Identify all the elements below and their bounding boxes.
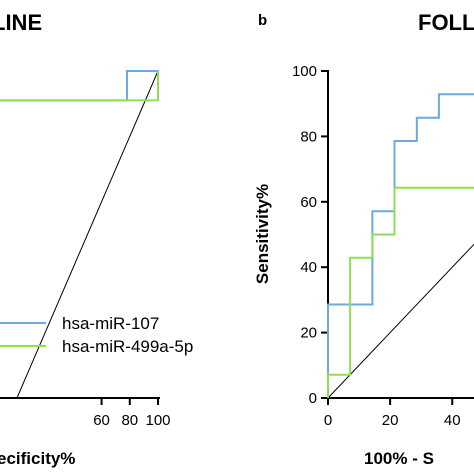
panel-right-x-tick-label-20: 20 [382, 412, 399, 429]
panel-right-x-label: 100% - S [364, 449, 434, 468]
panel-right-y-tick-label-20: 20 [300, 325, 317, 342]
panel-right-y-label: Sensitivity% [253, 184, 272, 284]
panel-right-x-tick-label-40: 40 [444, 412, 461, 429]
panel-left-x-label: ecificity% [0, 449, 75, 468]
panel-right-series-hsa-mir-107 [327, 93, 474, 398]
panel-right-title: FOLL [418, 10, 474, 35]
panel-right: b FOLL 0 20 40 60 80 100 0 20 40 Sensitivity% 1… [253, 10, 474, 468]
panel-left-reference-diagonal [16, 70, 159, 399]
panel-left-x-ticks: 60 80 100 [93, 398, 171, 429]
panel-right-x-ticks: 0 20 40 [324, 398, 461, 429]
panel-left-x-tick-label-100: 100 [145, 412, 170, 429]
panel-right-y-tick-label-60: 60 [300, 194, 317, 211]
panel-left-series-hsa-mir-499a-5p [0, 71, 159, 102]
panel-right-y-tick-label-80: 80 [300, 128, 317, 145]
panel-b-label: b [258, 12, 267, 29]
panel-left-series [0, 70, 159, 102]
panel-left-series-hsa-mir-107 [0, 70, 159, 102]
panel-right-y-tick-label-100: 100 [292, 63, 317, 80]
panel-right-series [327, 93, 474, 398]
panel-left: LINE 60 80 100 ecificity% hsa-miR-107 hsa-… [0, 10, 193, 468]
panel-right-series-hsa-mir-499a-5p [327, 186, 474, 398]
panel-left-title: LINE [0, 10, 42, 35]
panel-right-y-tick-label-0: 0 [309, 390, 317, 407]
panel-right-x-tick-label-0: 0 [324, 412, 332, 429]
legend-label-mir-499a-5p: hsa-miR-499a-5p [62, 337, 193, 356]
panel-right-y-ticks: 0 20 40 60 80 100 [292, 63, 328, 407]
panel-left-x-tick-label-60: 60 [93, 412, 110, 429]
legend: hsa-miR-107 hsa-miR-499a-5p [0, 314, 193, 356]
panel-right-y-tick-label-40: 40 [300, 259, 317, 276]
legend-label-mir-107: hsa-miR-107 [62, 314, 159, 333]
panel-right-reference-diagonal [327, 243, 474, 399]
panel-left-x-tick-label-80: 80 [121, 412, 138, 429]
